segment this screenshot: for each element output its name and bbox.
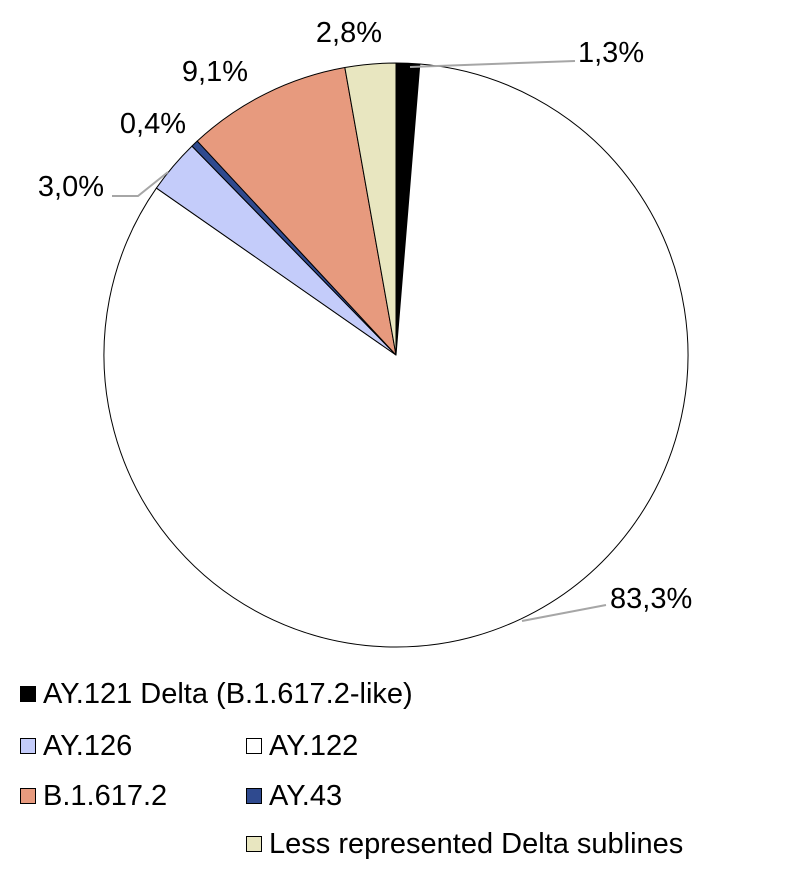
legend-swatch-icon — [246, 788, 262, 804]
legend-item-less-represented: Less represented Delta sublines — [246, 826, 683, 862]
legend-swatch-icon — [246, 738, 262, 754]
pie-chart: 1,3% 83,3% 3,0% 0,4% 9,1% 2,8% — [38, 17, 692, 648]
legend-label: AY.43 — [269, 779, 343, 812]
legend-label: AY.126 — [43, 729, 133, 762]
data-label-4: 0,4% — [120, 108, 186, 140]
legend-item-b16172: B.1.617.2 — [20, 778, 167, 814]
legend-label: AY.121 Delta (B.1.617.2-like) — [43, 677, 413, 710]
leader-line-2 — [521, 604, 607, 622]
pie-slice-6 — [344, 62, 397, 356]
legend-swatch-icon — [20, 738, 36, 754]
legend-swatch-icon — [20, 686, 36, 702]
legend-label: B.1.617.2 — [43, 779, 168, 812]
data-labels: 1,3% 83,3% 3,0% 0,4% 9,1% 2,8% — [38, 17, 692, 615]
legend-item-ay126: AY.126 — [20, 728, 132, 764]
data-label-2: 83,3% — [610, 583, 692, 615]
data-label-1: 1,3% — [578, 37, 644, 69]
data-label-5: 9,1% — [182, 56, 248, 88]
data-label-6: 2,8% — [316, 17, 382, 49]
leader-line-3 — [112, 171, 169, 197]
pie-slice-5 — [196, 67, 397, 356]
legend-item-ay122: AY.122 — [246, 728, 358, 764]
legend-label: Less represented Delta sublines — [269, 827, 684, 860]
legend-swatch-icon — [20, 788, 36, 804]
leader-line-1 — [409, 60, 576, 68]
legend: AY.121 Delta (B.1.617.2-like) AY.126 AY.… — [0, 668, 790, 868]
legend-swatch-icon — [246, 836, 262, 852]
legend-label: AY.122 — [269, 729, 359, 762]
pie-slices — [103, 62, 689, 648]
leader-lines — [112, 60, 607, 622]
legend-item-ay121: AY.121 Delta (B.1.617.2-like) — [20, 676, 413, 712]
legend-item-ay43: AY.43 — [246, 778, 342, 814]
data-label-3: 3,0% — [38, 171, 104, 203]
